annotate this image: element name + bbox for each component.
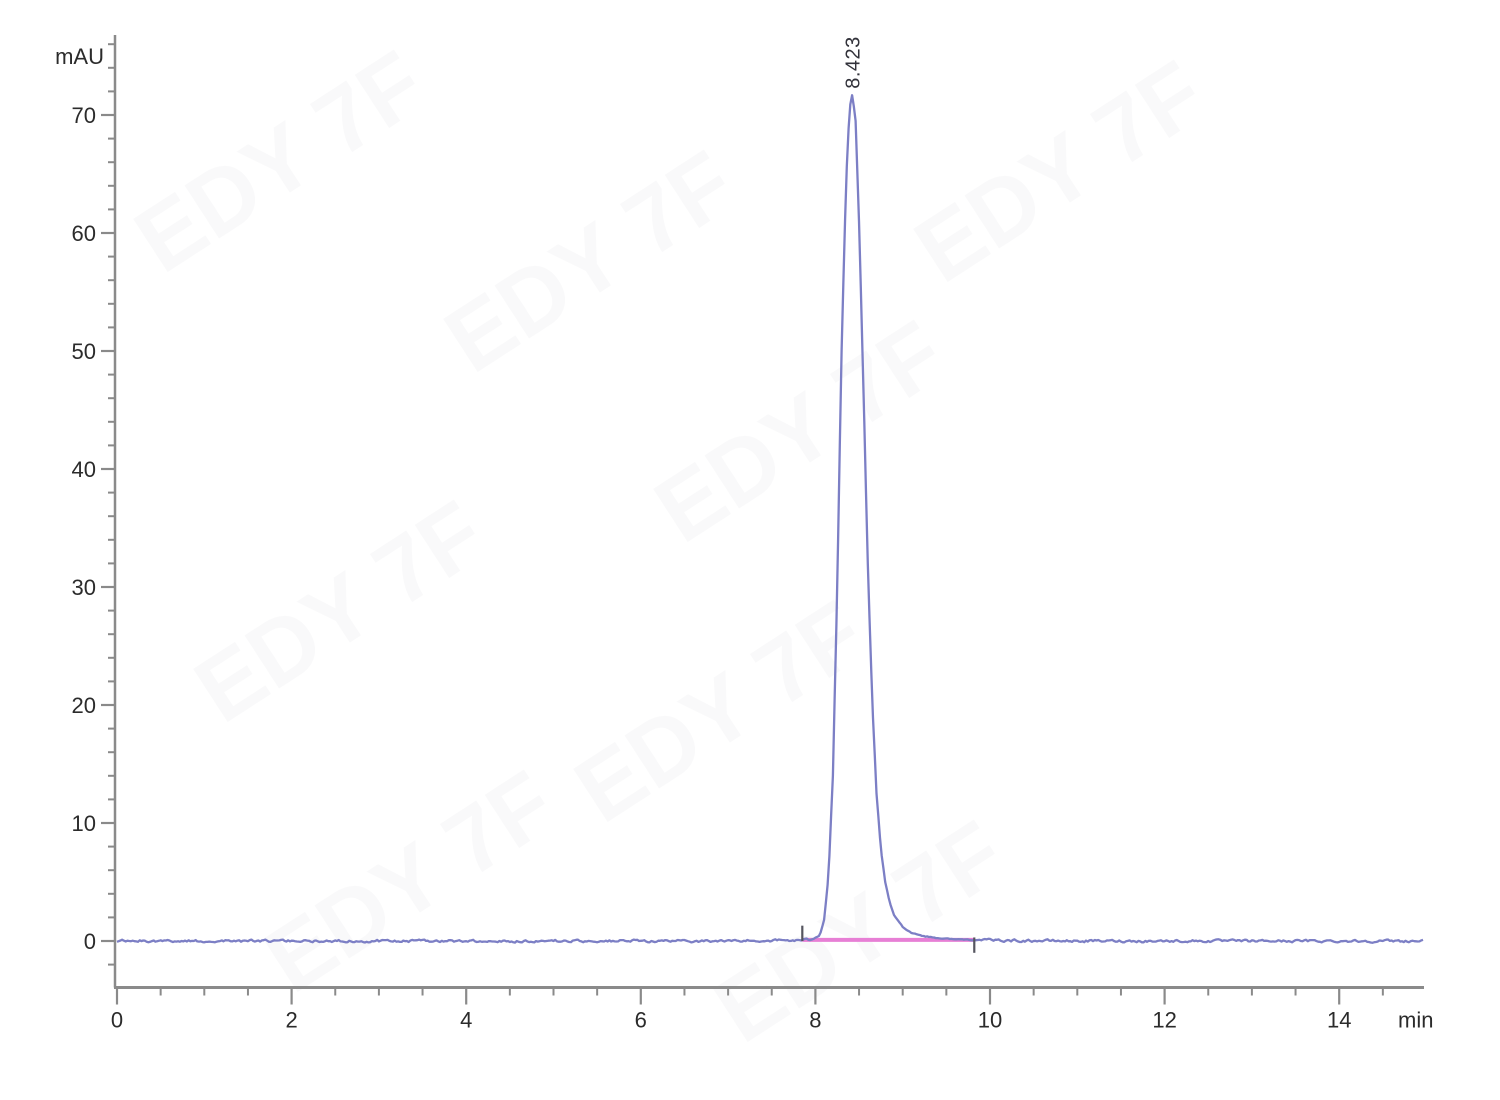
x-tick-label: 8 (809, 1008, 821, 1033)
x-tick-label: 6 (635, 1008, 647, 1033)
x-tick-label: 2 (285, 1008, 297, 1033)
y-tick-label: 20 (72, 693, 96, 718)
y-tick-label: 50 (72, 339, 96, 364)
x-tick-label: 14 (1327, 1008, 1351, 1033)
y-tick-label: 70 (72, 103, 96, 128)
y-tick-label: 10 (72, 811, 96, 836)
y-tick-label: 30 (72, 575, 96, 600)
x-tick-label: 4 (460, 1008, 472, 1033)
y-tick-label: 0 (84, 929, 96, 954)
x-tick-label: 10 (978, 1008, 1002, 1033)
y-axis-unit-label: mAU (55, 44, 104, 69)
y-tick-label: 40 (72, 457, 96, 482)
x-axis-unit-label: min (1398, 1008, 1433, 1033)
peak-retention-time-label: 8.423 (842, 36, 864, 89)
trace-line (116, 94, 1424, 944)
x-tick-label: 0 (111, 1008, 123, 1033)
y-tick-label: 60 (72, 221, 96, 246)
x-tick-label: 12 (1152, 1008, 1176, 1033)
